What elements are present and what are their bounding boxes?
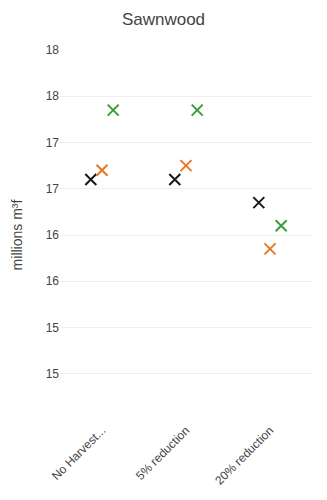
svg-text:17: 17 <box>46 136 60 150</box>
svg-text:Sawnwood: Sawnwood <box>122 10 205 29</box>
svg-text:16: 16 <box>46 274 60 288</box>
svg-text:millions m³f: millions m³f <box>9 200 25 271</box>
svg-text:No Harvest...: No Harvest... <box>49 423 108 482</box>
svg-text:5% reduction: 5% reduction <box>133 423 192 482</box>
svg-text:20% reduction: 20% reduction <box>212 423 276 487</box>
svg-text:15: 15 <box>46 321 60 335</box>
svg-text:15: 15 <box>46 367 60 381</box>
svg-text:18: 18 <box>46 43 60 57</box>
svg-text:18: 18 <box>46 89 60 103</box>
svg-text:17: 17 <box>46 182 60 196</box>
svg-text:16: 16 <box>46 228 60 242</box>
